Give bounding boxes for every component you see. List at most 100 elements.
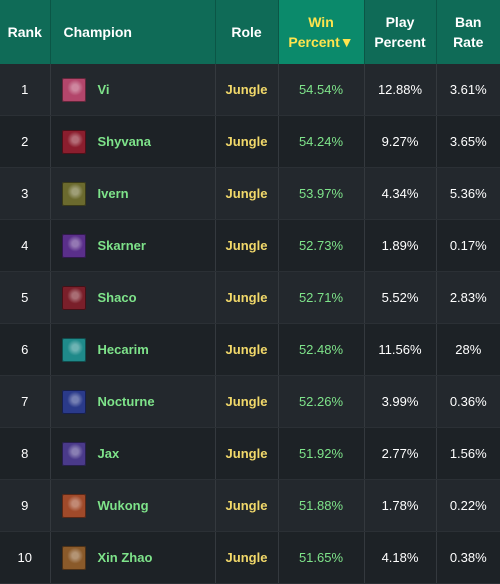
champion-name[interactable]: Shyvana bbox=[97, 134, 151, 149]
win-percent-cell: 54.54% bbox=[278, 64, 365, 116]
champion-header-label: Champion bbox=[63, 24, 132, 40]
table-row: 10 Xin Zhao Jungle 51.65% 4.18% 0.38% bbox=[0, 531, 500, 584]
table-row: 1 Vi Jungle 54.54% 12.88% 3.61% bbox=[0, 64, 500, 116]
win-percent-cell: 51.92% bbox=[278, 427, 365, 480]
champion-link[interactable]: Nocturne bbox=[61, 389, 215, 414]
champion-cell[interactable]: Jax bbox=[50, 427, 216, 480]
champion-link[interactable]: Wukong bbox=[61, 493, 215, 518]
champion-portrait-icon[interactable] bbox=[61, 389, 86, 414]
champion-portrait-icon[interactable] bbox=[61, 337, 86, 362]
play-percent-cell: 2.77% bbox=[364, 427, 437, 480]
win-percent-cell: 52.26% bbox=[278, 375, 365, 428]
champion-cell[interactable]: Shyvana bbox=[50, 115, 216, 168]
ban-rate-header[interactable]: Ban Rate bbox=[436, 0, 500, 64]
ban-rate-cell: 0.38% bbox=[436, 531, 500, 584]
champion-link[interactable]: Jax bbox=[61, 441, 215, 466]
win-percent-cell: 52.73% bbox=[278, 219, 365, 272]
ban-header-line2: Rate bbox=[453, 34, 484, 50]
champion-link[interactable]: Shaco bbox=[61, 285, 215, 310]
play-percent-cell: 1.78% bbox=[364, 479, 437, 532]
ban-rate-cell: 1.56% bbox=[436, 427, 500, 480]
play-percent-cell: 11.56% bbox=[364, 323, 437, 376]
table-row: 9 Wukong Jungle 51.88% 1.78% 0.22% bbox=[0, 479, 500, 532]
champion-link[interactable]: Skarner bbox=[61, 233, 215, 258]
champion-link[interactable]: Xin Zhao bbox=[61, 545, 215, 570]
role-cell: Jungle bbox=[215, 427, 279, 480]
role-cell: Jungle bbox=[215, 323, 279, 376]
champion-link[interactable]: Ivern bbox=[61, 181, 215, 206]
champion-name[interactable]: Vi bbox=[97, 82, 110, 97]
champion-link[interactable]: Vi bbox=[61, 77, 215, 102]
rank-cell: 6 bbox=[0, 323, 51, 376]
champion-name[interactable]: Wukong bbox=[97, 498, 149, 513]
rank-header[interactable]: Rank bbox=[0, 0, 51, 64]
role-cell: Jungle bbox=[215, 375, 279, 428]
win-percent-cell: 54.24% bbox=[278, 115, 365, 168]
table-row: 8 Jax Jungle 51.92% 2.77% 1.56% bbox=[0, 427, 500, 480]
play-header-line2: Percent bbox=[374, 34, 426, 50]
champion-cell[interactable]: Skarner bbox=[50, 219, 216, 272]
champion-name[interactable]: Skarner bbox=[97, 238, 146, 253]
table-row: 4 Skarner Jungle 52.73% 1.89% 0.17% bbox=[0, 219, 500, 272]
win-header-line2: Percent▼ bbox=[288, 34, 354, 50]
win-percent-cell: 52.48% bbox=[278, 323, 365, 376]
role-header[interactable]: Role bbox=[215, 0, 279, 64]
role-cell: Jungle bbox=[215, 271, 279, 324]
rank-header-label: Rank bbox=[7, 24, 42, 40]
champion-portrait-icon[interactable] bbox=[61, 441, 86, 466]
table-row: 6 Hecarim Jungle 52.48% 11.56% 28% bbox=[0, 323, 500, 376]
champion-portrait-icon[interactable] bbox=[61, 545, 86, 570]
champion-name[interactable]: Shaco bbox=[97, 290, 137, 305]
champion-portrait-icon[interactable] bbox=[61, 77, 86, 102]
ban-rate-cell: 5.36% bbox=[436, 167, 500, 220]
role-cell: Jungle bbox=[215, 115, 279, 168]
rank-cell: 4 bbox=[0, 219, 51, 272]
champion-portrait-icon[interactable] bbox=[61, 285, 86, 310]
rank-cell: 5 bbox=[0, 271, 51, 324]
win-header-line1: Win bbox=[308, 14, 334, 30]
win-percent-cell: 51.65% bbox=[278, 531, 365, 584]
champion-cell[interactable]: Ivern bbox=[50, 167, 216, 220]
role-cell: Jungle bbox=[215, 531, 279, 584]
champion-name[interactable]: Ivern bbox=[97, 186, 129, 201]
ban-rate-cell: 0.22% bbox=[436, 479, 500, 532]
ban-rate-cell: 3.65% bbox=[436, 115, 500, 168]
champion-header[interactable]: Champion bbox=[50, 0, 216, 64]
table-row: 2 Shyvana Jungle 54.24% 9.27% 3.65% bbox=[0, 115, 500, 168]
champion-cell[interactable]: Shaco bbox=[50, 271, 216, 324]
play-percent-header[interactable]: Play Percent bbox=[364, 0, 437, 64]
champion-cell[interactable]: Xin Zhao bbox=[50, 531, 216, 584]
win-percent-header[interactable]: Win Percent▼ bbox=[278, 0, 365, 64]
champion-name[interactable]: Hecarim bbox=[97, 342, 149, 357]
ban-rate-cell: 0.36% bbox=[436, 375, 500, 428]
champion-name[interactable]: Xin Zhao bbox=[97, 550, 153, 565]
win-percent-cell: 53.97% bbox=[278, 167, 365, 220]
champion-name[interactable]: Nocturne bbox=[97, 394, 155, 409]
play-percent-cell: 5.52% bbox=[364, 271, 437, 324]
champion-cell[interactable]: Nocturne bbox=[50, 375, 216, 428]
rank-cell: 7 bbox=[0, 375, 51, 428]
champion-portrait-icon[interactable] bbox=[61, 233, 86, 258]
champion-link[interactable]: Hecarim bbox=[61, 337, 215, 362]
champion-portrait-icon[interactable] bbox=[61, 129, 86, 154]
ban-rate-cell: 0.17% bbox=[436, 219, 500, 272]
rank-cell: 8 bbox=[0, 427, 51, 480]
champion-name[interactable]: Jax bbox=[97, 446, 120, 461]
champion-cell[interactable]: Wukong bbox=[50, 479, 216, 532]
champion-portrait-icon[interactable] bbox=[61, 493, 86, 518]
play-header-line1: Play bbox=[385, 14, 415, 30]
rank-cell: 9 bbox=[0, 479, 51, 532]
table-row: 5 Shaco Jungle 52.71% 5.52% 2.83% bbox=[0, 271, 500, 324]
play-percent-cell: 9.27% bbox=[364, 115, 437, 168]
ban-rate-cell: 3.61% bbox=[436, 64, 500, 116]
champion-portrait-icon[interactable] bbox=[61, 181, 86, 206]
champion-link[interactable]: Shyvana bbox=[61, 129, 215, 154]
ban-rate-cell: 2.83% bbox=[436, 271, 500, 324]
rank-cell: 10 bbox=[0, 531, 51, 584]
table-row: 7 Nocturne Jungle 52.26% 3.99% 0.36% bbox=[0, 375, 500, 428]
rank-cell: 1 bbox=[0, 64, 51, 116]
champion-cell[interactable]: Vi bbox=[50, 64, 216, 116]
rank-cell: 3 bbox=[0, 167, 51, 220]
champion-cell[interactable]: Hecarim bbox=[50, 323, 216, 376]
role-cell: Jungle bbox=[215, 219, 279, 272]
